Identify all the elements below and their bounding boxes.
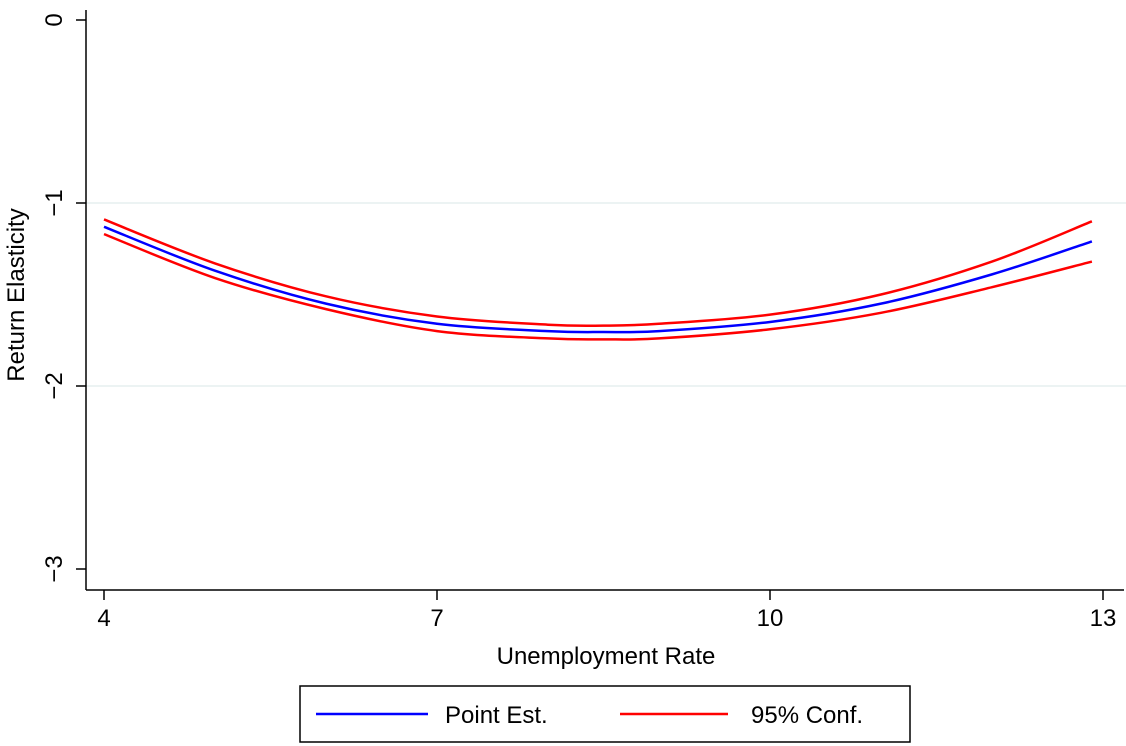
series-95-conf-upper-line — [103, 218, 1093, 328]
x-tick-label-0: 4 — [97, 605, 110, 632]
y-tick-label-3: −3 — [41, 555, 68, 582]
x-tick-label-3: 13 — [1090, 605, 1117, 632]
legend-label-95-conf: 95% Conf. — [751, 702, 863, 729]
y-tick-label-1: −1 — [41, 189, 68, 216]
series-layer — [103, 218, 1093, 341]
x-tick-label-2: 10 — [757, 605, 784, 632]
y-tick-label-2: −2 — [41, 372, 68, 399]
gridlines — [86, 202, 1126, 387]
series-point-est-line — [103, 225, 1093, 334]
legend-label-point-est: Point Est. — [445, 702, 548, 729]
x-tick-label-1: 7 — [430, 605, 443, 632]
legend: Point Est. 95% Conf. — [299, 685, 911, 743]
x-axis-title: Unemployment Rate — [497, 643, 716, 670]
y-axis-title: Return Elasticity — [3, 208, 30, 381]
axes — [85, 10, 1124, 591]
y-tick-label-0: 0 — [41, 13, 68, 26]
ticks: 0 −1 −2 −3 4 7 10 13 — [41, 13, 1116, 632]
series-95-conf-lower-line — [103, 232, 1093, 341]
